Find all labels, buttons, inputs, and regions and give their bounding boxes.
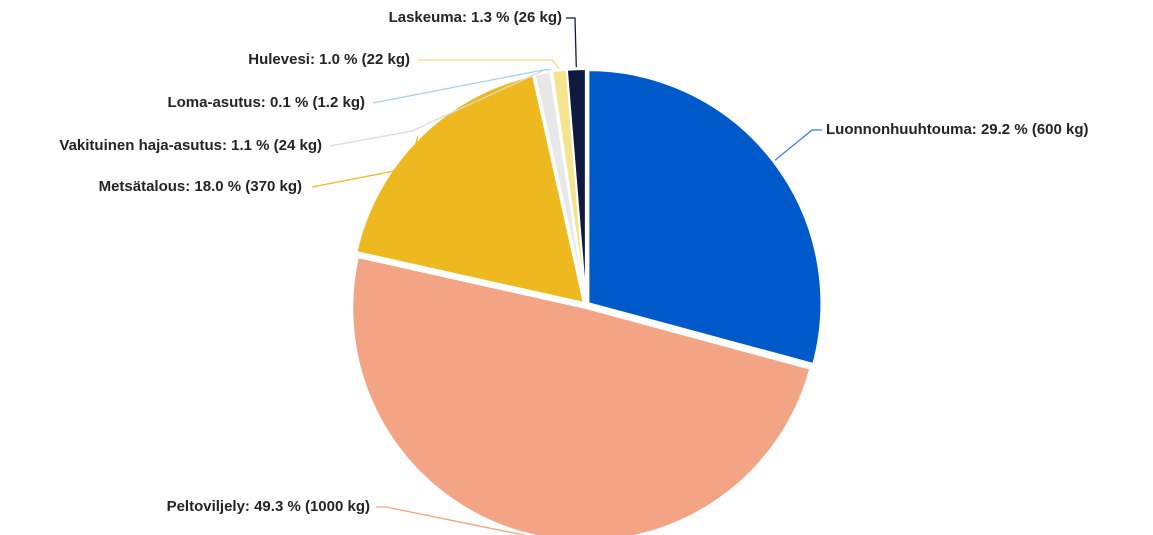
data-label: Loma-asutus: 0.1 % (1.2 kg) <box>167 94 365 111</box>
pie-slice-metsätalous <box>355 74 586 305</box>
leader-line-0 <box>774 129 822 161</box>
pie-slice-peltoviljely <box>351 255 812 535</box>
data-label: Peltoviljely: 49.3 % (1000 kg) <box>167 498 370 515</box>
data-label: Luonnonhuuhtouma: 29.2 % (600 kg) <box>826 121 1089 138</box>
data-label: Vakituinen haja-asutus: 1.1 % (24 kg) <box>59 137 322 154</box>
leader-line-2 <box>311 136 419 188</box>
leader-line-1 <box>376 506 527 535</box>
pie-slice-luonnonhuuhtouma <box>587 69 823 366</box>
slice-labels: Luonnonhuuhtouma: 29.2 % (600 kg) Peltovi… <box>59 9 1088 515</box>
data-label: Laskeuma: 1.3 % (26 kg) <box>389 9 562 26</box>
leader-line-4 <box>372 68 552 104</box>
data-label: Metsätalous: 18.0 % (370 kg) <box>99 178 302 195</box>
leader-line-3 <box>329 70 543 147</box>
pie-slice-laskeuma <box>565 67 587 303</box>
leader-line-6 <box>566 17 577 68</box>
pie-slices <box>351 67 823 535</box>
leader-lines <box>311 17 822 535</box>
data-label: Hulevesi: 1.0 % (22 kg) <box>248 51 410 68</box>
leader-line-5 <box>418 59 560 69</box>
